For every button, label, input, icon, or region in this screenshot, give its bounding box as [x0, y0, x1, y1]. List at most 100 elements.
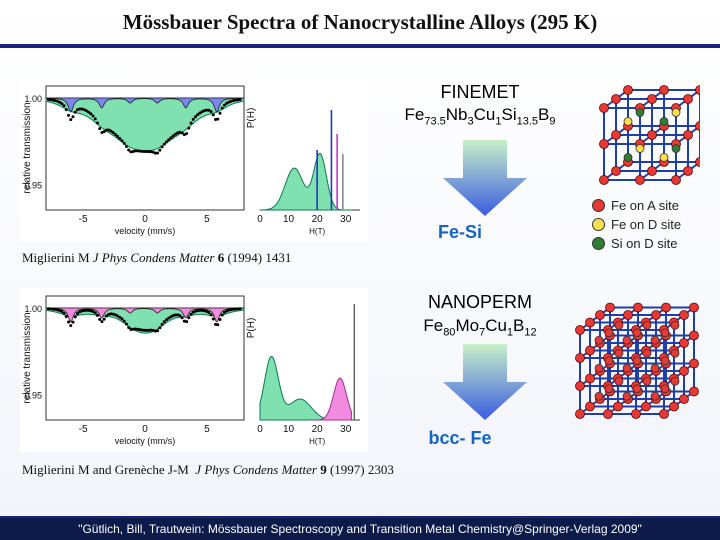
finemet-reference: Miglierini M J Phys Condens Matter 6 (19…: [22, 250, 292, 265]
data-point: [158, 326, 162, 330]
atom: [595, 310, 605, 320]
legend-item-si-d: Si on D site: [592, 234, 681, 253]
data-point: [236, 307, 240, 311]
atom: [671, 108, 681, 117]
atom: [647, 130, 657, 140]
data-point: [191, 310, 195, 314]
footer-citation: "Gütlich, Bill, Trautwein: Mössbauer Spe…: [0, 518, 720, 540]
atom: [632, 356, 642, 366]
data-point: [207, 311, 211, 315]
data-point: [46, 307, 50, 311]
data-point: [111, 131, 115, 135]
data-point: [95, 313, 99, 317]
data-point: [109, 129, 113, 133]
x-tick-label: 0: [142, 424, 148, 435]
data-point: [231, 307, 235, 311]
nanoperm-phase: bcc- Fe: [428, 428, 492, 448]
data-point: [153, 329, 157, 333]
atom: [683, 166, 693, 176]
data-point: [107, 312, 111, 316]
y-axis-label: relative transmission: [22, 102, 33, 193]
page-title: Mössbauer Spectra of Nanocrystalline All…: [122, 10, 598, 34]
data-point: [229, 308, 233, 312]
atom: [689, 386, 699, 397]
data-point: [60, 310, 64, 314]
atom: [599, 175, 609, 185]
dist-tick-label: 20: [312, 424, 324, 435]
data-point: [171, 134, 175, 138]
atom: [594, 335, 604, 345]
data-point: [160, 322, 164, 326]
legend-item-fe-d: Fe on D site: [592, 215, 681, 234]
atom: [650, 335, 660, 345]
subspectrum-area: [45, 97, 245, 113]
x-tick-label: -5: [79, 424, 88, 435]
atom: [575, 353, 585, 363]
data-point: [138, 328, 142, 332]
data-point: [127, 148, 131, 152]
atom: [603, 409, 613, 419]
y-tick-label: 1.00: [24, 304, 42, 314]
data-point: [104, 128, 108, 132]
dist-y-label: P(H): [246, 108, 257, 129]
data-point: [200, 308, 204, 312]
data-point: [80, 309, 84, 313]
atom: [605, 302, 615, 313]
x-axis-label: velocity (mm/s): [115, 226, 176, 236]
data-point: [62, 311, 66, 315]
atom: [659, 153, 669, 162]
finemet-phase: Fe-Si: [437, 222, 482, 242]
dist-tick-label: 20: [312, 214, 324, 225]
data-point: [95, 121, 99, 125]
atom: [670, 348, 680, 358]
data-point: [149, 328, 153, 332]
spectrum-frame: [45, 85, 245, 211]
data-point: [162, 142, 166, 146]
data-point: [180, 316, 184, 320]
atom: [599, 139, 609, 149]
data-point: [225, 101, 229, 105]
data-point: [149, 150, 153, 154]
atom: [623, 153, 633, 162]
atom: [614, 320, 624, 330]
data-point: [78, 107, 82, 111]
data-point: [209, 110, 213, 114]
x-axis-label: velocity (mm/s): [115, 436, 176, 446]
data-point: [129, 328, 133, 332]
data-point: [69, 324, 73, 328]
atom: [671, 144, 681, 153]
data-point: [91, 114, 95, 118]
data-point: [100, 320, 104, 324]
atom: [622, 363, 632, 373]
nanoperm-name: NANOPERM: [427, 292, 532, 312]
data-point: [231, 99, 235, 103]
atom: [659, 409, 669, 419]
data-point: [160, 145, 164, 149]
atom: [594, 391, 604, 401]
nanoperm-formula: Fe80Mo7Cu1B12: [423, 316, 537, 339]
data-point: [82, 108, 86, 112]
atom: [642, 376, 652, 386]
atom: [614, 376, 624, 386]
atom: [679, 366, 689, 376]
atom: [670, 320, 680, 330]
data-point: [60, 102, 64, 106]
atom: [585, 345, 595, 356]
atom: [585, 401, 595, 412]
atom: [647, 94, 657, 104]
atom: [689, 330, 699, 341]
data-point: [58, 308, 62, 312]
atom: [594, 363, 604, 373]
nanoperm-arrow: [443, 344, 527, 420]
footer-divider: [0, 516, 720, 518]
atom-site-legend: Fe on A site Fe on D site Si on D site: [592, 196, 681, 253]
data-point: [222, 103, 226, 107]
data-point: [140, 149, 144, 153]
dist-tick-label: 30: [340, 214, 352, 225]
data-point: [120, 317, 124, 321]
data-point: [211, 113, 215, 117]
data-point: [222, 310, 226, 314]
data-point: [156, 151, 160, 155]
data-point: [71, 320, 75, 324]
data-point: [113, 132, 117, 136]
